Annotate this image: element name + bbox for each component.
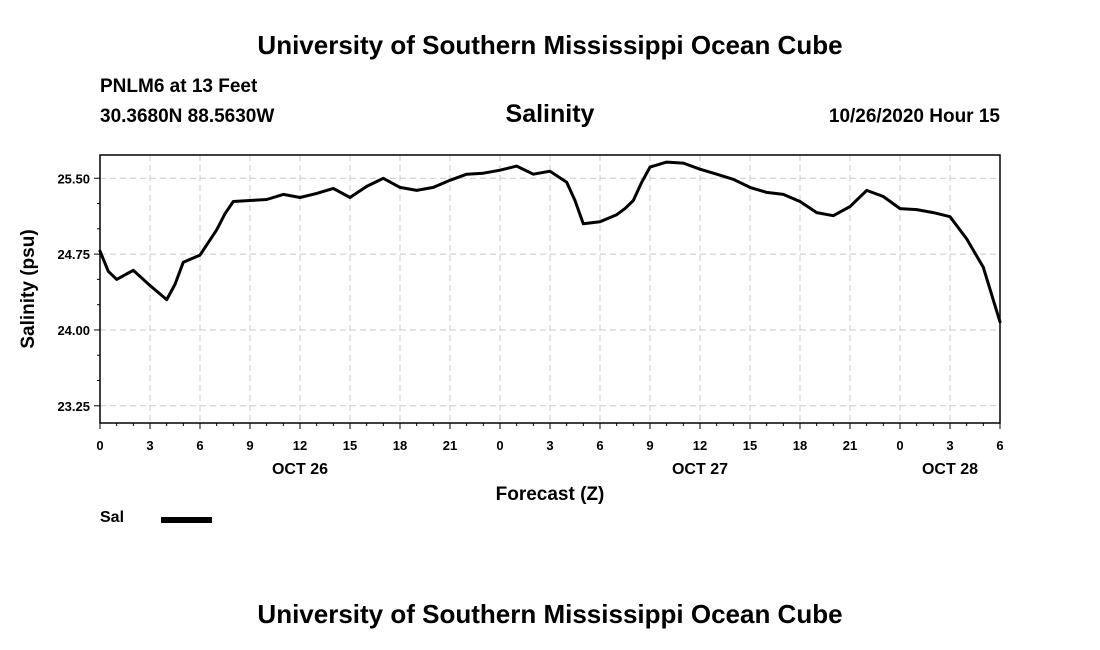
x-tick-label: 3: [146, 438, 153, 453]
x-tick-label: 0: [896, 438, 903, 453]
x-date-label: OCT 27: [672, 461, 728, 478]
legend-label: Sal: [100, 509, 125, 526]
x-tick-label: 6: [196, 438, 203, 453]
axis-labels: 0 3 6 9 12 15 18 21 0 3 6 9 12 15 18 21 0 3 6 OCT 26 OCT 27 O…: [57, 171, 1003, 478]
x-tick-label: 15: [343, 438, 357, 453]
series-line-sal: [98, 160, 1002, 324]
x-tick-label: 0: [496, 438, 503, 453]
x-tick-label: 3: [946, 438, 953, 453]
x-tick-label: 3: [546, 438, 553, 453]
series-layer: [98, 160, 1002, 324]
x-axis-title: Forecast (Z): [496, 484, 605, 505]
x-tick-label: 18: [393, 438, 407, 453]
x-tick-label: 21: [443, 438, 457, 453]
axis-ticks: [94, 177, 1001, 429]
legend-swatch: [161, 517, 212, 523]
x-tick-label: 9: [246, 438, 253, 453]
station-coordinates: 30.3680N 88.5630W: [100, 106, 275, 127]
grid-lines: [100, 155, 1000, 423]
x-tick-label: 6: [996, 438, 1003, 453]
chart-title: Salinity: [505, 100, 595, 128]
x-tick-label: 12: [293, 438, 307, 453]
x-tick-label: 0: [96, 438, 103, 453]
y-tick-label: 24.75: [57, 247, 90, 262]
x-tick-label: 21: [843, 438, 857, 453]
x-date-label: OCT 28: [922, 461, 978, 478]
x-tick-label: 18: [793, 438, 807, 453]
station-label: PNLM6 at 13 Feet: [100, 76, 258, 97]
y-tick-label: 23.25: [57, 399, 90, 414]
y-axis-title: Salinity (psu): [18, 229, 39, 348]
x-tick-label: 6: [596, 438, 603, 453]
x-tick-label: 15: [743, 438, 757, 453]
y-tick-label: 25.50: [57, 171, 90, 186]
page-title-bottom: University of Southern Mississippi Ocean…: [257, 599, 843, 629]
y-tick-label: 24.00: [57, 323, 90, 338]
x-date-label: OCT 26: [272, 461, 328, 478]
x-tick-label: 12: [693, 438, 707, 453]
issue-timestamp: 10/26/2020 Hour 15: [828, 106, 1000, 127]
page-title-top: University of Southern Mississippi Ocean…: [257, 30, 843, 60]
x-tick-label: 9: [646, 438, 653, 453]
